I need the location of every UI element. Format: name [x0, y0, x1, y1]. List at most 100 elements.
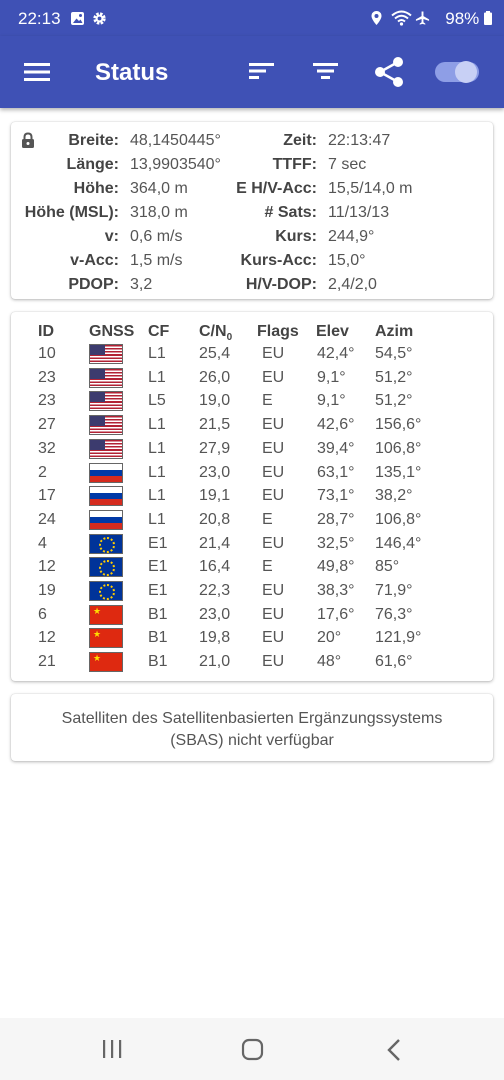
header-gnss: GNSS	[89, 323, 135, 340]
sat-azim: 61,6°	[375, 653, 413, 671]
sat-cf: L1	[148, 487, 166, 505]
page-title: Status	[95, 59, 169, 86]
system-status-bar: 22:13 98%	[0, 0, 504, 36]
share-icon[interactable]	[373, 56, 405, 88]
sat-azim: 76,3°	[375, 605, 413, 623]
system-nav-bar	[0, 1018, 504, 1080]
location-label: E H/V-Acc:	[236, 180, 317, 197]
location-label: H/V-DOP:	[245, 276, 317, 293]
lock-icon	[22, 132, 34, 148]
sat-cn0: 23,0	[199, 605, 231, 623]
location-value: 48,1450445°	[130, 132, 221, 149]
sat-azim: 51,2°	[375, 392, 413, 410]
sat-cn0: 16,4	[199, 558, 231, 576]
filter-icon[interactable]	[313, 62, 339, 80]
flag-eu-icon	[89, 533, 123, 554]
sat-cf: B1	[148, 605, 168, 623]
sat-cn0: 21,4	[199, 534, 231, 552]
header-id: ID	[38, 323, 54, 340]
location-label: Länge:	[66, 156, 119, 173]
sat-azim: 135,1°	[375, 463, 422, 481]
sat-cf: B1	[148, 629, 168, 647]
location-value: 0,6 m/s	[130, 228, 183, 245]
sort-icon[interactable]	[249, 62, 275, 80]
sat-flags: E	[262, 558, 273, 576]
sat-id: 21	[38, 653, 56, 671]
sat-flags: EU	[262, 439, 285, 457]
sat-elev: 38,3°	[317, 582, 355, 599]
flag-usa-icon	[89, 438, 123, 459]
sat-cf: L1	[148, 439, 166, 457]
location-icon	[371, 11, 382, 25]
sbas-line-1: Satelliten des Satellitenbasierten Ergän…	[61, 710, 443, 727]
sat-azim: 85°	[375, 558, 400, 576]
sat-cf: L1	[148, 510, 166, 528]
wifi-icon	[391, 10, 412, 26]
recent-apps-icon[interactable]	[101, 1038, 123, 1060]
sat-azim: 51,2°	[375, 368, 413, 386]
location-label: TTFF:	[272, 156, 317, 173]
flag-china-icon	[89, 652, 123, 673]
home-icon[interactable]	[241, 1038, 265, 1062]
sat-cf: E1	[148, 558, 168, 576]
flag-eu-icon	[89, 581, 123, 601]
menu-icon[interactable]	[24, 62, 50, 82]
sat-elev: 48°	[317, 653, 342, 671]
location-label: Zeit:	[283, 132, 317, 149]
header-elev: Elev	[316, 323, 349, 340]
toggle-switch[interactable]	[434, 58, 480, 86]
sat-elev: 9,1°	[317, 392, 346, 410]
sat-flags: EU	[262, 629, 285, 647]
sat-cf: E1	[148, 582, 168, 599]
location-label: Kurs-Acc:	[240, 252, 317, 269]
back-icon[interactable]	[386, 1038, 402, 1062]
location-value: 15,5/14,0 m	[328, 180, 413, 197]
sat-cn0: 27,9	[199, 439, 231, 457]
location-value: 244,9°	[328, 228, 375, 245]
sat-azim: 38,2°	[375, 487, 413, 505]
location-value: 13,9903540°	[130, 156, 221, 173]
sat-flags: EU	[262, 368, 285, 386]
location-value: 3,2	[130, 276, 153, 293]
sat-cf: L5	[148, 392, 166, 410]
sat-elev: 39,4°	[317, 439, 355, 457]
sat-cn0: 23,0	[199, 463, 231, 481]
location-label: Kurs:	[275, 228, 317, 245]
sat-id: 17	[38, 487, 56, 505]
sat-cn0: 21,0	[199, 653, 231, 671]
location-label: # Sats:	[264, 204, 317, 221]
sat-elev: 42,6°	[317, 416, 355, 434]
battery-indicator: 98%	[445, 9, 492, 29]
sat-elev: 42,4°	[317, 345, 355, 362]
sat-id: 2	[38, 463, 47, 481]
sat-flags: EU	[262, 534, 285, 552]
clock: 22:13	[18, 9, 61, 28]
sat-cf: L1	[148, 463, 166, 481]
sbas-card: Satelliten des Satellitenbasierten Ergän…	[11, 694, 493, 761]
battery-percent: 98%	[445, 9, 480, 28]
sat-id: 6	[38, 605, 47, 623]
flag-russia-icon	[89, 486, 123, 507]
sat-cn0: 19,8	[199, 629, 231, 647]
header-cn0: C/N0	[199, 323, 232, 343]
sat-flags: EU	[262, 463, 285, 481]
sat-elev: 49,8°	[317, 558, 355, 576]
image-icon	[71, 12, 84, 25]
sat-flags: EU	[262, 653, 285, 671]
header-cf: CF	[148, 323, 170, 340]
sat-flags: EU	[262, 605, 285, 623]
sat-elev: 32,5°	[317, 534, 355, 552]
sat-flags: E	[262, 510, 273, 528]
sat-azim: 146,4°	[375, 534, 422, 552]
location-label: v:	[104, 228, 119, 245]
sat-elev: 28,7°	[317, 510, 355, 528]
location-value: 318,0 m	[130, 204, 188, 221]
sat-cn0: 25,4	[199, 345, 231, 362]
sat-elev: 63,1°	[317, 463, 355, 481]
location-label: v-Acc:	[70, 252, 119, 269]
sat-id: 27	[38, 416, 56, 434]
sat-flags: EU	[262, 345, 285, 362]
sat-elev: 20°	[317, 629, 342, 647]
sat-cn0: 19,0	[199, 392, 231, 410]
location-label: Höhe (MSL):	[24, 204, 119, 221]
